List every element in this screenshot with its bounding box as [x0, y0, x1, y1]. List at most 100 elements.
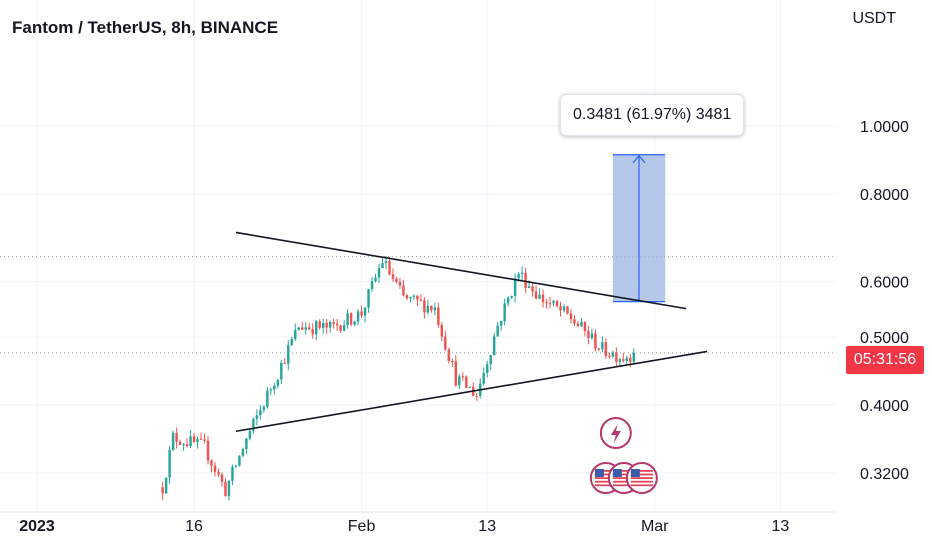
candle-body — [423, 300, 426, 313]
candle-body — [360, 311, 363, 316]
candle-body — [377, 268, 381, 278]
price-unit-label: USDT — [852, 10, 896, 27]
candle-body — [555, 300, 559, 307]
candle-body — [356, 311, 360, 322]
trendline[interactable] — [235, 350, 708, 433]
candle-body — [597, 348, 601, 350]
candle-body — [475, 395, 478, 397]
candle-body — [629, 357, 632, 362]
candle-body — [245, 438, 248, 450]
candle-body — [311, 329, 314, 335]
candle-body — [273, 385, 276, 390]
candle-body — [391, 274, 395, 279]
candle-body — [318, 321, 321, 328]
candle-body — [398, 281, 402, 286]
candle-body — [294, 329, 297, 340]
candle-body — [168, 449, 171, 478]
measure-label: 0.3481 (61.97%) 3481 — [560, 94, 745, 136]
price-tick-label: 0.5000 — [860, 330, 909, 347]
candle-body — [297, 327, 300, 330]
candle-body — [559, 306, 562, 311]
candle-body — [175, 432, 178, 442]
candle-body — [325, 322, 328, 328]
candle-body — [346, 313, 349, 326]
candle-body — [615, 352, 618, 362]
candle-body — [241, 449, 245, 456]
time-axis[interactable]: 2023 16 Feb 13 Mar 13 — [19, 518, 789, 535]
candle-body — [353, 321, 356, 325]
candle-body — [206, 440, 210, 461]
candle-body — [454, 361, 458, 386]
candle-body — [283, 362, 287, 364]
candle-body — [503, 303, 506, 322]
candle-body — [161, 487, 164, 494]
candle-body — [465, 376, 468, 388]
candle-body — [545, 302, 548, 304]
candle-body — [395, 278, 398, 282]
candle-body — [255, 415, 259, 419]
us-flag-icon[interactable] — [625, 462, 658, 494]
candle-body — [622, 359, 625, 361]
candle-body — [430, 305, 433, 311]
candle-body — [580, 321, 583, 327]
candle-body — [171, 432, 175, 450]
candle-body — [608, 356, 611, 358]
candle-body — [541, 294, 545, 303]
candle-body — [217, 471, 220, 475]
candle-body — [178, 441, 182, 445]
price-range-measure-tool[interactable] — [612, 154, 666, 303]
candle-body — [583, 321, 587, 331]
candle-body — [587, 330, 590, 339]
candle-body — [625, 357, 629, 361]
candle-body — [416, 295, 419, 300]
candle-body — [203, 439, 206, 441]
triangle-trendlines[interactable] — [235, 231, 708, 433]
candle-body — [412, 295, 416, 297]
symbol-title: Fantom / TetherUS, 8h, BINANCE — [12, 18, 279, 37]
candle-body — [287, 345, 290, 364]
candle-body — [182, 444, 185, 446]
candle-body — [189, 436, 192, 447]
candle-body — [321, 322, 325, 328]
candle-body — [590, 333, 594, 339]
grid-lines — [0, 0, 836, 512]
candle-body — [426, 305, 430, 313]
candle-body — [381, 263, 384, 269]
candle-body — [314, 321, 318, 335]
candle-body — [374, 277, 377, 282]
candle-body — [433, 307, 437, 311]
candle-body — [611, 352, 615, 357]
price-tick-label: 1.0000 — [860, 119, 909, 136]
candle-body — [632, 352, 636, 362]
candle-body — [259, 409, 262, 416]
candle-body — [238, 455, 241, 466]
candle-body — [447, 349, 451, 361]
candle-body — [510, 295, 513, 298]
candle-body — [269, 389, 273, 391]
candle-body — [220, 474, 224, 482]
trendline[interactable] — [235, 231, 687, 310]
candle-body — [513, 278, 517, 296]
economic-events[interactable] — [589, 417, 658, 494]
price-tick-label: 0.6000 — [860, 275, 909, 292]
candle-body — [534, 291, 538, 299]
candle-body — [307, 327, 311, 330]
candle-body — [517, 273, 520, 279]
candle-body — [492, 336, 496, 355]
candle-body — [531, 286, 534, 292]
candle-body — [234, 465, 238, 467]
candle-body — [548, 303, 552, 305]
price-tick-label: 0.3200 — [860, 466, 909, 483]
candle-body — [332, 322, 335, 324]
candle-body — [482, 372, 485, 384]
lightning-icon[interactable] — [599, 417, 632, 449]
candle-body — [304, 327, 307, 330]
candle-body — [569, 313, 573, 320]
candle-body — [213, 465, 217, 472]
candle-body — [573, 319, 576, 324]
candle-body — [349, 313, 353, 325]
candle-body — [552, 300, 555, 304]
candle-body — [618, 359, 622, 362]
price-axis[interactable]: 1.0000 0.8000 0.6000 0.5000 0.4000 0.3200 — [860, 119, 909, 483]
